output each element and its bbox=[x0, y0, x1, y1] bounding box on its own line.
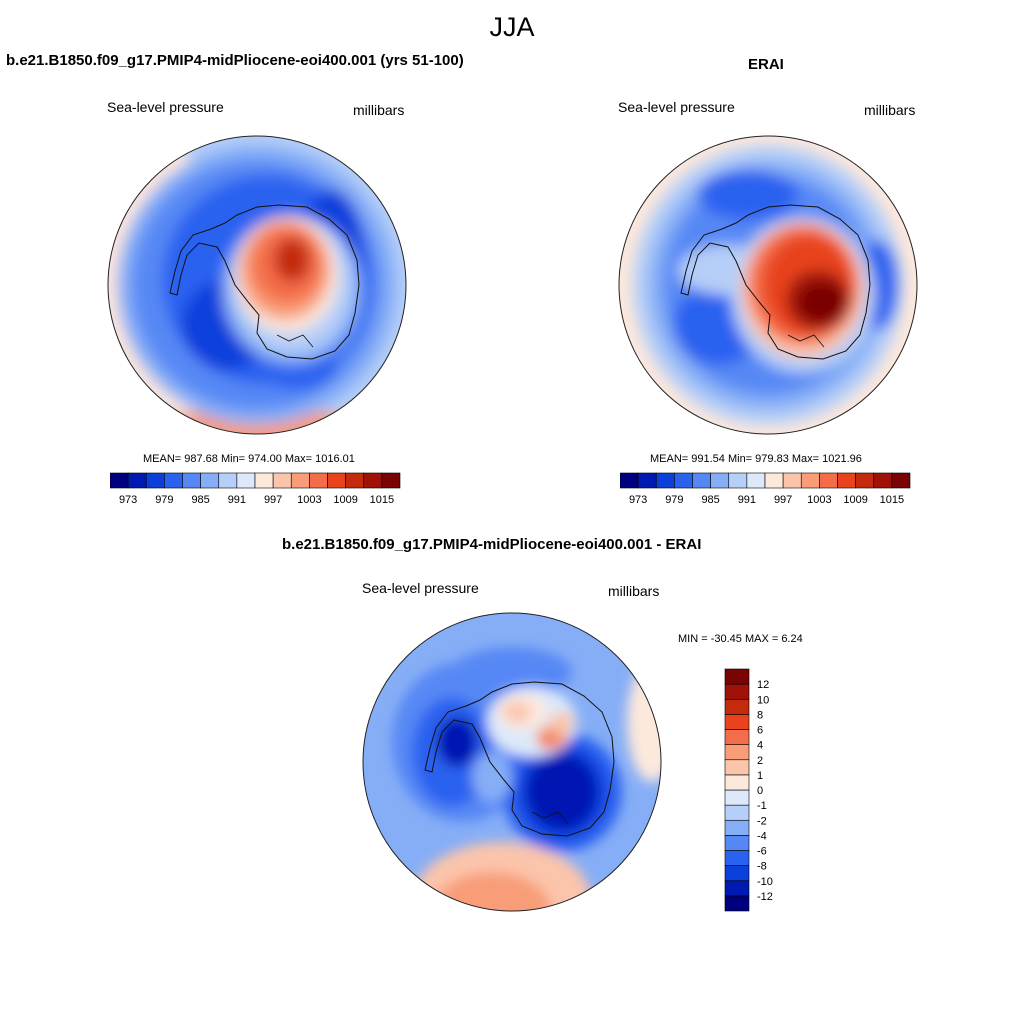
model-colorbar-box bbox=[272, 472, 292, 489]
model-colorbar-tick-label: 1015 bbox=[370, 494, 394, 506]
model-colorbar: 973 979 985 991 997 1003 1009 1015 bbox=[110, 472, 401, 506]
obs-colorbar-tick-label: 979 bbox=[665, 494, 683, 506]
obs-colorbar-tick-label: 1009 bbox=[843, 494, 867, 506]
model-colorbar-tick-label: 979 bbox=[155, 494, 173, 506]
obs-panel-title: ERAI bbox=[748, 56, 784, 73]
diff-colorbar-box bbox=[724, 729, 750, 745]
diff-colorbar-box bbox=[724, 850, 750, 866]
model-colorbar-box bbox=[110, 472, 129, 489]
obs-colorbar-box bbox=[782, 472, 802, 489]
model-colorbar-tick-label: 991 bbox=[228, 494, 246, 506]
diff-colorbar-box bbox=[724, 714, 750, 730]
diff-colorbar-tick-label: -4 bbox=[757, 830, 767, 842]
diff-colorbar-tick-label: 6 bbox=[757, 725, 763, 737]
diff-colorbar-tick-label: 1 bbox=[757, 770, 763, 782]
model-polar-map bbox=[107, 135, 407, 435]
obs-colorbar-tick-label: 997 bbox=[774, 494, 792, 506]
obs-colorbar-box bbox=[674, 472, 693, 489]
model-units-label: millibars bbox=[353, 102, 405, 118]
obs-colorbar-box bbox=[710, 472, 730, 489]
diff-variable-label: Sea-level pressure bbox=[362, 580, 479, 596]
diff-colorbar-tick-label: 8 bbox=[757, 709, 763, 721]
model-colorbar-box bbox=[363, 472, 383, 489]
diff-colorbar-tick-label: -2 bbox=[757, 815, 767, 827]
obs-colorbar-box bbox=[637, 472, 657, 489]
diff-stats: MIN = -30.45 MAX = 6.24 bbox=[678, 633, 803, 645]
figure-title: JJA bbox=[489, 12, 535, 42]
diff-colorbar-box bbox=[724, 789, 750, 806]
diff-colorbar-box bbox=[724, 865, 750, 882]
model-colorbar-box bbox=[200, 472, 220, 489]
diff-colorbar-box bbox=[724, 683, 750, 700]
model-colorbar-box bbox=[290, 472, 310, 489]
obs-colorbar-box bbox=[620, 472, 639, 489]
diff-colorbar-tick-label: -10 bbox=[757, 876, 773, 888]
obs-colorbar-box bbox=[728, 472, 748, 489]
model-colorbar-tick-label: 973 bbox=[119, 494, 137, 506]
model-colorbar-box bbox=[218, 472, 238, 489]
diff-colorbar-tick-label: -6 bbox=[757, 846, 767, 858]
model-colorbar-tick-label: 997 bbox=[264, 494, 282, 506]
diff-colorbar-tick-label: -12 bbox=[757, 891, 773, 903]
obs-colorbar-box bbox=[819, 472, 838, 489]
model-colorbar-tick-label: 1003 bbox=[297, 494, 321, 506]
obs-colorbar-box bbox=[855, 472, 875, 489]
model-colorbar-tick-label: 985 bbox=[191, 494, 209, 506]
diff-colorbar-box bbox=[724, 774, 750, 791]
diff-colorbar-tick-label: 2 bbox=[757, 755, 763, 767]
model-colorbar-box bbox=[164, 472, 183, 489]
model-colorbar-box bbox=[182, 472, 201, 489]
diff-colorbar-tick-label: -1 bbox=[757, 800, 767, 812]
model-colorbar-box bbox=[145, 472, 165, 489]
diff-units-label: millibars bbox=[608, 583, 660, 599]
obs-colorbar-box bbox=[837, 472, 856, 489]
diff-panel-title: b.e21.B1850.f09_g17.PMIP4-midPliocene-eo… bbox=[282, 536, 702, 553]
model-colorbar-box bbox=[345, 472, 365, 489]
diff-colorbar-box bbox=[724, 759, 750, 776]
obs-colorbar-box bbox=[746, 472, 766, 489]
model-colorbar-tick-label: 1009 bbox=[333, 494, 357, 506]
model-colorbar-box bbox=[309, 472, 328, 489]
obs-variable-label: Sea-level pressure bbox=[618, 99, 735, 115]
diff-colorbar-tick-label: 12 bbox=[757, 679, 769, 691]
diff-colorbar-box bbox=[724, 880, 750, 897]
diff-colorbar-box bbox=[724, 895, 750, 912]
diff-colorbar-box bbox=[724, 835, 750, 851]
diff-colorbar-box bbox=[724, 819, 750, 836]
obs-colorbar-box bbox=[891, 472, 911, 489]
diff-polar-map bbox=[362, 612, 662, 912]
model-colorbar-box bbox=[381, 472, 401, 489]
model-stats: MEAN= 987.68 Min= 974.00 Max= 1016.01 bbox=[143, 453, 355, 465]
obs-stats: MEAN= 991.54 Min= 979.83 Max= 1021.96 bbox=[650, 453, 862, 465]
obs-colorbar-tick-label: 991 bbox=[738, 494, 756, 506]
model-variable-label: Sea-level pressure bbox=[107, 99, 224, 115]
obs-units-label: millibars bbox=[864, 102, 916, 118]
diff-colorbar-box bbox=[724, 668, 750, 685]
model-colorbar-box bbox=[127, 472, 147, 489]
obs-colorbar-box bbox=[692, 472, 711, 489]
obs-polar-map bbox=[618, 135, 918, 435]
diff-colorbar-tick-label: 4 bbox=[757, 740, 763, 752]
model-panel-title: b.e21.B1850.f09_g17.PMIP4-midPliocene-eo… bbox=[6, 52, 464, 69]
obs-colorbar-tick-label: 1003 bbox=[807, 494, 831, 506]
obs-colorbar-box bbox=[873, 472, 893, 489]
model-colorbar-box bbox=[236, 472, 256, 489]
obs-colorbar-box bbox=[655, 472, 675, 489]
diff-colorbar-box bbox=[724, 744, 750, 761]
obs-colorbar-box bbox=[800, 472, 820, 489]
model-colorbar-box bbox=[254, 472, 274, 489]
diff-colorbar-box bbox=[724, 804, 750, 821]
obs-colorbar: 973 979 985 991 997 1003 1009 1015 bbox=[620, 472, 911, 506]
diff-colorbar-tick-label: 10 bbox=[757, 694, 769, 706]
diff-colorbar-tick-label: -8 bbox=[757, 861, 767, 873]
obs-colorbar-tick-label: 1015 bbox=[880, 494, 904, 506]
obs-colorbar-box bbox=[764, 472, 784, 489]
diff-colorbar-tick-label: 0 bbox=[757, 785, 763, 797]
obs-colorbar-tick-label: 973 bbox=[629, 494, 647, 506]
obs-colorbar-tick-label: 985 bbox=[701, 494, 719, 506]
model-colorbar-box bbox=[327, 472, 346, 489]
diff-colorbar-box bbox=[724, 698, 750, 715]
